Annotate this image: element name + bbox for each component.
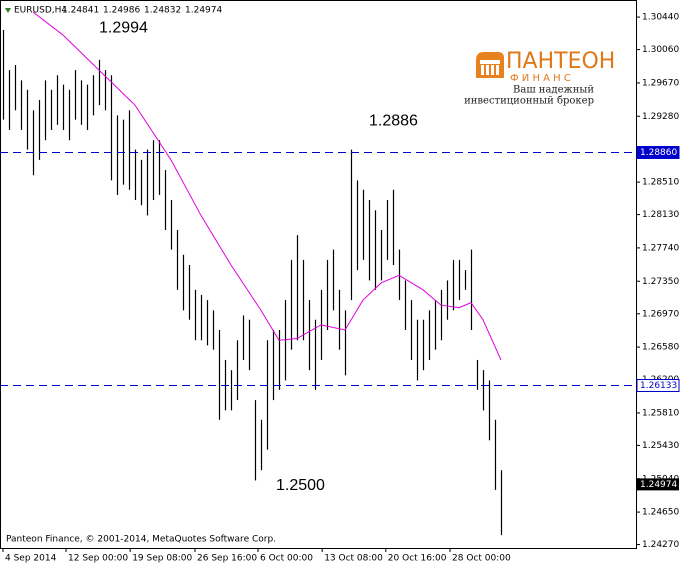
logo-icon-part: [486, 65, 489, 75]
x-tick-label: 19 Sep 08:00: [132, 554, 192, 564]
y-tick-label: 1.25430: [642, 441, 679, 451]
header-value: 1.24832: [144, 6, 181, 16]
y-tick-label: 1.28510: [642, 178, 679, 188]
logo-tagline: инвестиционный брокер: [464, 96, 594, 107]
y-tick-label: 1.27350: [642, 277, 679, 287]
header-value: 1.24986: [103, 6, 140, 16]
x-tick-label: 12 Sep 00:00: [68, 554, 128, 564]
logo-icon-part: [480, 60, 500, 64]
level-label: 1.28860: [640, 148, 677, 158]
level-label: 1.26133: [640, 381, 677, 391]
y-tick-label: 1.25810: [642, 408, 679, 418]
x-tick-label: 6 Oct 00:00: [260, 554, 313, 564]
logo-sub: Ф И Н А Н С: [510, 73, 571, 84]
bid-box: [637, 478, 679, 491]
x-tick-label: 4 Sep 2014: [5, 554, 57, 564]
symbol: EURUSD,H4: [14, 6, 67, 16]
copyright: Panteon Finance, © 2001-2014, MetaQuotes…: [6, 535, 276, 545]
plot-frame: [0, 0, 637, 549]
y-tick-label: 1.29670: [642, 78, 679, 88]
annotation: 1.2500: [276, 477, 325, 494]
symbol-icon: [5, 8, 11, 13]
y-tick-label: 1.28130: [642, 210, 679, 220]
y-tick-label: 1.29280: [642, 112, 679, 122]
y-tick-label: 1.26970: [642, 309, 679, 319]
logo-icon-part: [481, 65, 484, 75]
logo-name: ПАНТЕОН: [506, 49, 615, 74]
logo-icon-part: [496, 65, 499, 75]
y-tick-label: 1.24650: [642, 508, 679, 518]
y-tick-label: 1.26580: [642, 343, 679, 353]
y-tick-label: 1.30060: [642, 45, 679, 55]
logo: ПАНТЕОН Ф И Н А Н С Ваш надежный инвести…: [464, 49, 615, 107]
level-label-box: [636, 379, 680, 392]
level-label-box: [636, 146, 680, 159]
y-tick-label: 1.30440: [642, 13, 679, 23]
y-tick-label: 1.24270: [642, 540, 679, 550]
header-value: 1.24841: [62, 6, 99, 16]
logo-tagline: Ваш надежный: [513, 85, 594, 96]
annotation: 1.2886: [369, 113, 418, 130]
x-tick-label: 20 Oct 16:00: [388, 554, 447, 564]
logo-icon: [476, 52, 504, 78]
moving-average: [32, 11, 502, 361]
x-tick-label: 13 Oct 08:00: [324, 554, 383, 564]
y-tick-label: 1.27740: [642, 243, 679, 253]
header-value: 1.24974: [185, 6, 222, 16]
x-tick-label: 26 Sep 16:00: [197, 554, 257, 564]
logo-icon-part: [491, 65, 494, 75]
bid-label: 1.24974: [640, 480, 677, 490]
x-tick-label: 28 Oct 00:00: [452, 554, 511, 564]
annotation: 1.2994: [99, 19, 148, 36]
